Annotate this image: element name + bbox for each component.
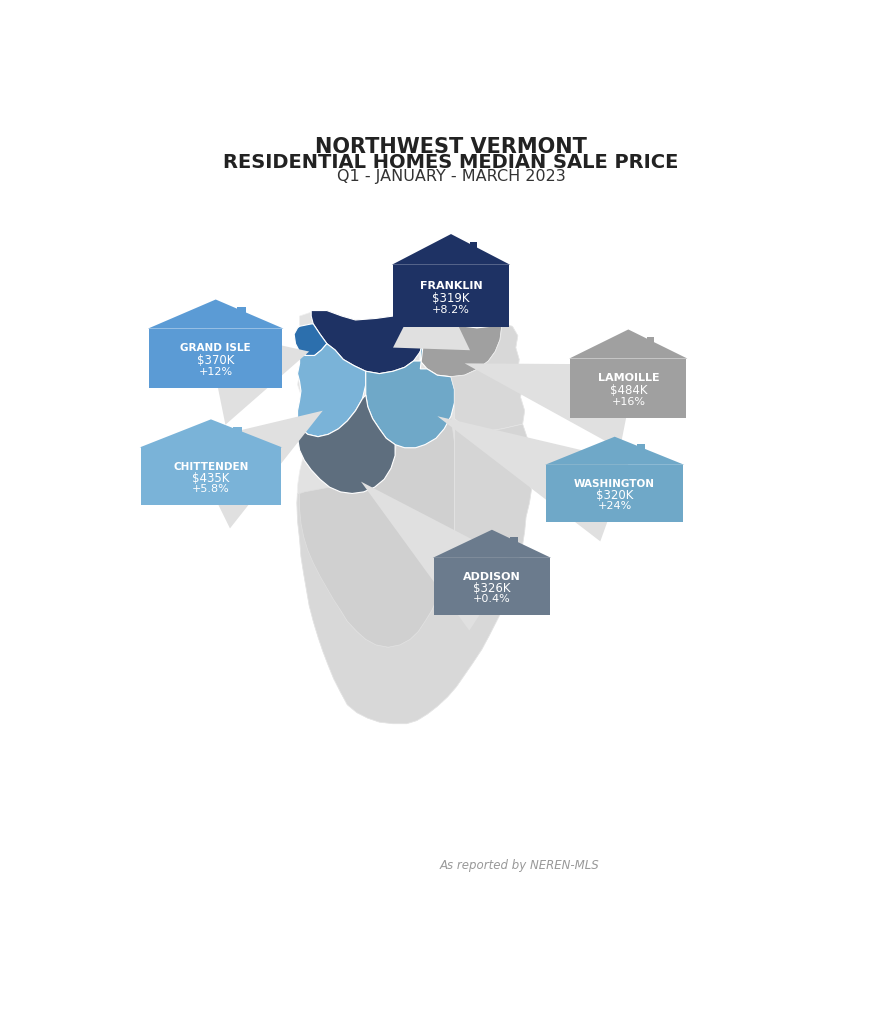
- Polygon shape: [393, 265, 509, 327]
- Text: GRAND ISLE: GRAND ISLE: [180, 343, 251, 353]
- Text: $319K: $319K: [432, 292, 470, 305]
- Polygon shape: [454, 424, 532, 558]
- Polygon shape: [297, 395, 395, 494]
- Text: $326K: $326K: [473, 582, 510, 595]
- Text: +24%: +24%: [598, 501, 632, 511]
- Polygon shape: [299, 416, 454, 647]
- Polygon shape: [206, 329, 309, 425]
- Text: LAMOILLE: LAMOILLE: [598, 374, 659, 383]
- Polygon shape: [233, 427, 242, 442]
- Polygon shape: [187, 411, 323, 528]
- Text: WASHINGTON: WASHINGTON: [574, 479, 656, 488]
- Polygon shape: [237, 307, 246, 324]
- Polygon shape: [297, 344, 366, 436]
- Text: RESIDENTIAL HOMES MEDIAN SALE PRICE: RESIDENTIAL HOMES MEDIAN SALE PRICE: [224, 153, 678, 172]
- Polygon shape: [140, 420, 282, 447]
- Polygon shape: [451, 324, 524, 430]
- Text: $484K: $484K: [610, 384, 647, 397]
- Polygon shape: [361, 481, 515, 631]
- Polygon shape: [297, 494, 523, 724]
- Polygon shape: [465, 364, 637, 449]
- Polygon shape: [141, 447, 281, 505]
- Polygon shape: [569, 330, 687, 358]
- Polygon shape: [510, 538, 518, 553]
- Text: +8.2%: +8.2%: [432, 305, 470, 315]
- Text: $370K: $370K: [197, 354, 234, 367]
- Text: +12%: +12%: [199, 367, 233, 377]
- Polygon shape: [297, 310, 532, 724]
- Polygon shape: [366, 340, 454, 447]
- Polygon shape: [393, 271, 470, 350]
- Text: As reported by NEREN-MLS: As reported by NEREN-MLS: [439, 859, 599, 872]
- Text: +16%: +16%: [612, 396, 645, 407]
- Polygon shape: [647, 337, 655, 353]
- Polygon shape: [636, 444, 645, 460]
- Polygon shape: [150, 329, 282, 388]
- Text: CHITTENDEN: CHITTENDEN: [173, 462, 249, 472]
- Polygon shape: [470, 243, 477, 259]
- Polygon shape: [294, 324, 326, 355]
- Polygon shape: [312, 310, 425, 374]
- Polygon shape: [546, 465, 683, 522]
- Polygon shape: [437, 416, 629, 542]
- Text: Q1 - JANUARY - MARCH 2023: Q1 - JANUARY - MARCH 2023: [337, 169, 565, 184]
- Text: ADDISON: ADDISON: [463, 572, 521, 582]
- Text: FRANKLIN: FRANKLIN: [420, 281, 482, 291]
- Polygon shape: [434, 558, 550, 614]
- Text: +0.4%: +0.4%: [473, 594, 510, 604]
- Text: NORTHWEST VERMONT: NORTHWEST VERMONT: [315, 136, 587, 157]
- Text: $320K: $320K: [596, 488, 634, 502]
- Text: $435K: $435K: [192, 471, 230, 484]
- Polygon shape: [433, 529, 551, 558]
- Polygon shape: [148, 299, 283, 329]
- Polygon shape: [421, 322, 502, 377]
- Polygon shape: [570, 358, 686, 418]
- Text: +5.8%: +5.8%: [192, 483, 230, 494]
- Polygon shape: [392, 234, 510, 265]
- Polygon shape: [545, 436, 685, 465]
